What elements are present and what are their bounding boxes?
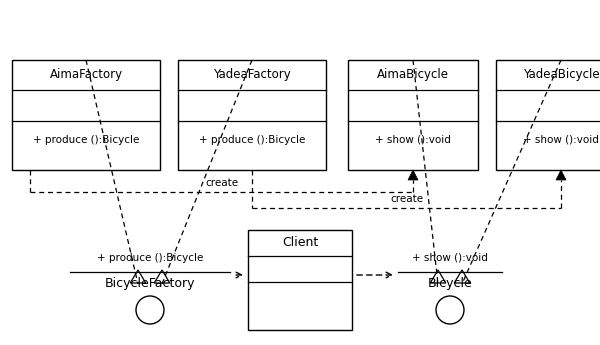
Text: Bicycle: Bicycle <box>428 277 472 290</box>
Text: + produce ():Bicycle: + produce ():Bicycle <box>199 135 305 145</box>
Bar <box>496 60 600 170</box>
Text: YadeaFactory: YadeaFactory <box>213 68 291 81</box>
Polygon shape <box>556 170 566 180</box>
Text: BicycleFactory: BicycleFactory <box>105 277 195 290</box>
Text: + show ():void: + show ():void <box>375 135 451 145</box>
Polygon shape <box>408 170 418 180</box>
Text: create: create <box>205 178 238 188</box>
Text: + show ():void: + show ():void <box>523 135 599 145</box>
Text: Client: Client <box>282 237 318 249</box>
Bar <box>178 60 326 170</box>
Text: YadeaBicycle: YadeaBicycle <box>523 68 599 81</box>
Bar <box>348 60 478 170</box>
Text: + produce ():Bicycle: + produce ():Bicycle <box>97 253 203 263</box>
Bar <box>12 60 160 170</box>
Text: AimaFactory: AimaFactory <box>49 68 122 81</box>
Text: + produce ():Bicycle: + produce ():Bicycle <box>33 135 139 145</box>
Bar <box>248 230 352 330</box>
Text: create: create <box>390 194 423 204</box>
Text: AimaBicycle: AimaBicycle <box>377 68 449 81</box>
Text: + show ():void: + show ():void <box>412 253 488 263</box>
